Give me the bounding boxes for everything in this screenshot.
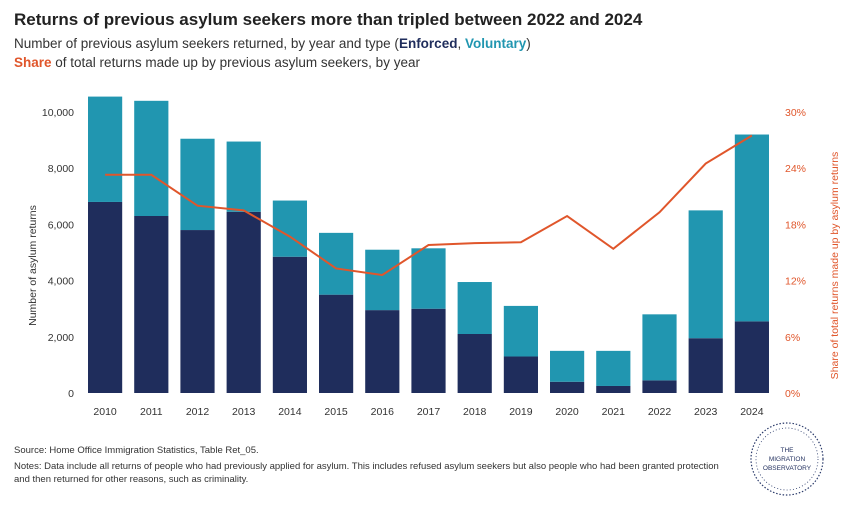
bar-voluntary-2018	[457, 282, 492, 334]
x-tick-2023: 2023	[694, 406, 718, 418]
bar-enforced-2016	[365, 310, 400, 393]
migration-observatory-logo: THE MIGRATION OBSERVATORY	[750, 422, 824, 496]
y-right-tick-6: 6%	[785, 332, 800, 344]
bar-enforced-2019	[503, 356, 538, 393]
x-tick-2010: 2010	[93, 406, 117, 418]
bar-voluntary-2013	[226, 141, 261, 212]
x-tick-2022: 2022	[648, 406, 672, 418]
x-tick-2020: 2020	[555, 406, 579, 418]
bar-voluntary-2014	[272, 200, 307, 257]
y-right-tick-18: 18%	[785, 219, 806, 231]
bar-enforced-2023	[688, 338, 723, 393]
bar-voluntary-2011	[134, 100, 169, 216]
bar-enforced-2017	[411, 308, 446, 393]
legend-share: Share	[14, 55, 52, 70]
subtitle-suffix: )	[526, 36, 531, 51]
x-tick-2011: 2011	[140, 406, 163, 418]
subtitle-prefix: Number of previous asylum seekers return…	[14, 36, 399, 51]
y-right-tick-30: 30%	[785, 107, 806, 119]
bar-voluntary-2015	[319, 232, 354, 295]
y-axis-label-right: Share of total returns made up by asylum…	[829, 152, 841, 380]
y-right-tick-12: 12%	[785, 276, 806, 288]
subtitle-sep: ,	[457, 36, 465, 51]
legend-enforced: Enforced	[398, 36, 458, 51]
y-right-tick-24: 24%	[785, 163, 806, 175]
bar-voluntary-2024	[734, 134, 769, 322]
bar-enforced-2013	[226, 211, 261, 393]
chart-subtitle: Number of previous asylum seekers return…	[14, 36, 531, 51]
x-tick-2024: 2024	[740, 406, 764, 418]
bar-voluntary-2016	[365, 249, 400, 311]
bar-voluntary-2012	[180, 138, 215, 231]
share-line	[105, 134, 753, 277]
legend-voluntary: Voluntary	[464, 36, 527, 51]
y-tick-0: 0	[68, 388, 74, 400]
stacked-bar-line-chart: 2010 2011 2012 2013 2014 2015 2016 2017 2018 2019…	[27, 96, 841, 418]
x-tick-2012: 2012	[186, 406, 210, 418]
x-tick-2015: 2015	[324, 406, 348, 418]
bar-enforced-2022	[642, 380, 677, 393]
bar-voluntary-2022	[642, 314, 677, 381]
y-tick-6000: 6,000	[48, 219, 74, 231]
bar-enforced-2024	[734, 321, 769, 393]
x-tick-2018: 2018	[463, 406, 487, 418]
subtitle2-rest: of total returns made up by previous asy…	[51, 55, 420, 70]
bar-enforced-2014	[272, 256, 307, 393]
bar-voluntary-2023	[688, 210, 723, 339]
y-tick-2000: 2,000	[48, 332, 74, 344]
x-tick-2019: 2019	[509, 406, 533, 418]
bar-voluntary-2010	[88, 96, 123, 202]
x-tick-2013: 2013	[232, 406, 256, 418]
y-axis-label: Number of asylum returns	[27, 205, 39, 326]
notes-text: Notes: Data include all returns of peopl…	[14, 461, 719, 485]
chart-title: Returns of previous asylum seekers more …	[14, 10, 643, 29]
logo-line2: MIGRATION	[769, 456, 806, 463]
bar-enforced-2018	[457, 334, 492, 393]
x-tick-2021: 2021	[602, 406, 626, 418]
y-tick-4000: 4,000	[48, 276, 74, 288]
chart-subtitle-share: Share of total returns made up by previo…	[14, 55, 420, 70]
bar-enforced-2021	[596, 385, 631, 393]
bar-voluntary-2020	[550, 350, 585, 382]
bar-voluntary-2021	[596, 350, 631, 386]
bar-enforced-2020	[550, 381, 585, 393]
bar-voluntary-2019	[503, 305, 538, 357]
bar-enforced-2012	[180, 230, 215, 393]
x-tick-2014: 2014	[278, 406, 302, 418]
x-tick-2016: 2016	[371, 406, 395, 418]
bar-enforced-2011	[134, 216, 169, 393]
logo-line3: OBSERVATORY	[763, 465, 812, 472]
y-right-tick-0: 0%	[785, 388, 800, 400]
bar-voluntary-2017	[411, 248, 446, 309]
y-tick-8000: 8,000	[48, 163, 74, 175]
source-note: Source: Home Office Immigration Statisti…	[14, 445, 259, 456]
x-tick-2017: 2017	[417, 406, 441, 418]
bar-enforced-2015	[319, 294, 354, 393]
y-tick-10000: 10,000	[42, 107, 74, 119]
bar-enforced-2010	[88, 201, 123, 393]
logo-line1: THE	[781, 447, 795, 454]
